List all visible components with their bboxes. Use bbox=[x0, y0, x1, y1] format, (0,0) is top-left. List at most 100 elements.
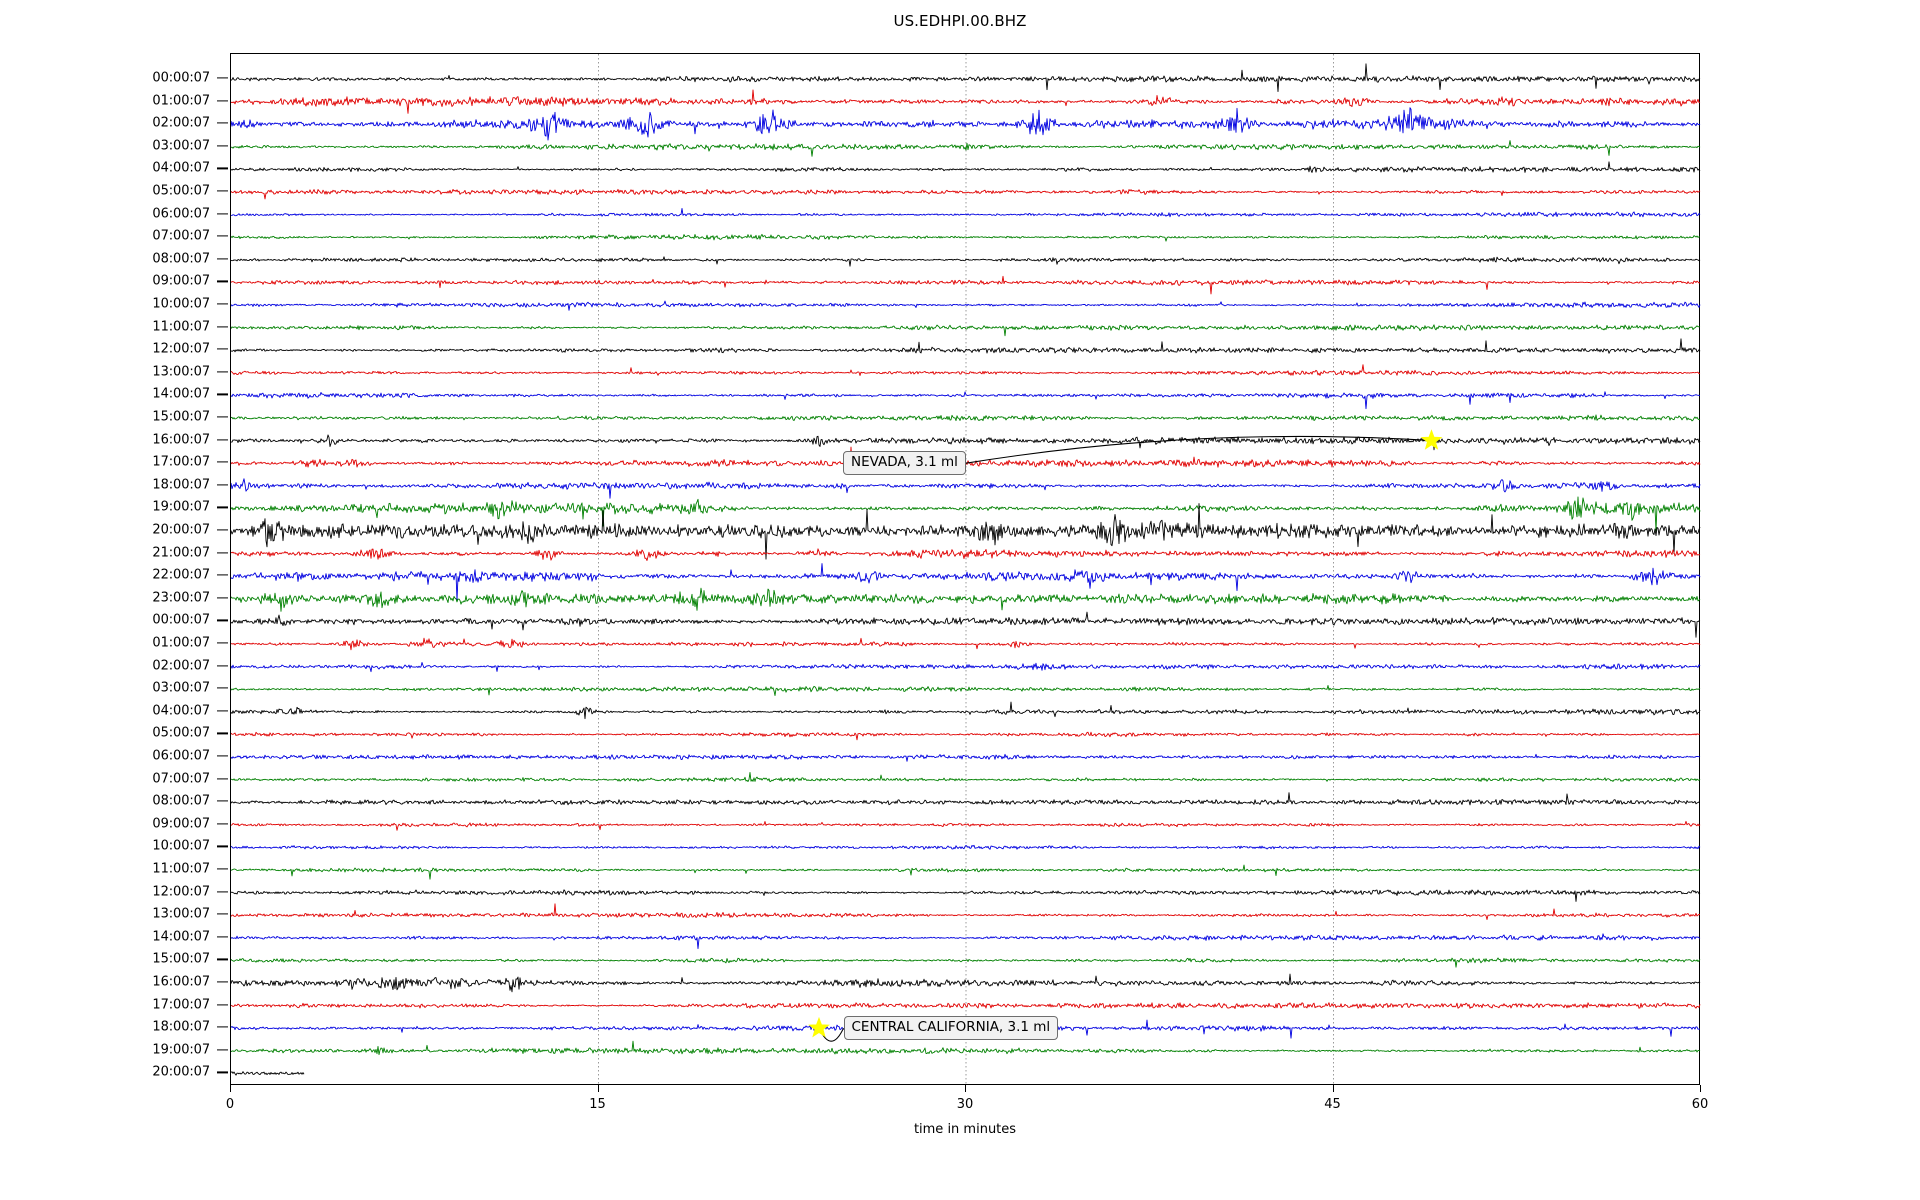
seismic-trace bbox=[231, 731, 1701, 741]
y-tick-mark bbox=[217, 778, 228, 780]
y-tick-mark bbox=[217, 1026, 228, 1028]
y-tick-label: 13:00:07 bbox=[152, 364, 210, 380]
plot-area: NEVADA, 3.1 ml CENTRAL CALIFORNIA, 3.1 ml bbox=[230, 53, 1701, 1086]
y-tick-mark bbox=[217, 619, 228, 621]
y-tick-label: 20:00:07 bbox=[152, 1064, 210, 1080]
y-tick-mark bbox=[217, 326, 228, 328]
y-tick-mark bbox=[217, 665, 228, 667]
y-tick-mark bbox=[217, 213, 228, 215]
y-tick-label: 03:00:07 bbox=[152, 138, 210, 154]
y-tick-label: 01:00:07 bbox=[152, 635, 210, 651]
y-tick-mark bbox=[217, 461, 228, 463]
y-tick-mark bbox=[217, 1049, 228, 1051]
seismic-trace bbox=[231, 662, 1701, 673]
x-tick-label: 30 bbox=[956, 1097, 974, 1112]
y-tick-label: 08:00:07 bbox=[152, 793, 210, 809]
y-tick-mark bbox=[217, 393, 228, 395]
seismic-trace bbox=[231, 792, 1701, 806]
seismic-trace bbox=[231, 364, 1701, 376]
y-tick-label: 12:00:07 bbox=[152, 884, 210, 900]
y-tick-label: 07:00:07 bbox=[152, 228, 210, 244]
y-tick-mark bbox=[217, 1071, 228, 1073]
x-tick-mark bbox=[1332, 1085, 1334, 1092]
y-tick-label: 18:00:07 bbox=[152, 477, 210, 493]
earthquake-annotation-label: CENTRAL CALIFORNIA, 3.1 ml bbox=[843, 1015, 1059, 1041]
y-tick-mark bbox=[217, 642, 228, 644]
y-tick-label: 02:00:07 bbox=[152, 115, 210, 131]
y-tick-mark bbox=[217, 258, 228, 260]
seismic-trace bbox=[231, 753, 1701, 762]
x-tick-label: 60 bbox=[1691, 1097, 1709, 1112]
seismic-trace bbox=[231, 434, 1701, 451]
y-tick-mark bbox=[217, 868, 228, 870]
seismic-trace bbox=[231, 587, 1701, 612]
y-tick-label: 14:00:07 bbox=[152, 929, 210, 945]
seismic-trace bbox=[231, 414, 1701, 422]
y-tick-label: 10:00:07 bbox=[152, 296, 210, 312]
y-tick-mark bbox=[217, 280, 228, 282]
y-tick-label: 11:00:07 bbox=[152, 319, 210, 335]
y-tick-label: 23:00:07 bbox=[152, 590, 210, 606]
earthquake-star-icon bbox=[808, 1016, 830, 1038]
annotation-leader-line bbox=[965, 435, 1432, 464]
y-tick-mark bbox=[217, 77, 228, 79]
y-tick-mark bbox=[217, 235, 228, 237]
seismic-trace bbox=[231, 324, 1701, 337]
seismic-trace bbox=[231, 637, 1701, 651]
seismic-trace bbox=[231, 685, 1701, 696]
y-tick-mark bbox=[217, 303, 228, 305]
y-tick-label: 16:00:07 bbox=[152, 432, 210, 448]
y-tick-label: 02:00:07 bbox=[152, 658, 210, 674]
seismic-trace bbox=[231, 300, 1701, 311]
y-tick-mark bbox=[217, 416, 228, 418]
x-tick-mark bbox=[965, 1085, 967, 1092]
seismic-trace bbox=[231, 772, 1701, 783]
seismic-trace bbox=[231, 503, 1701, 560]
seismic-trace bbox=[231, 548, 1701, 561]
seismic-trace bbox=[231, 256, 1701, 267]
y-tick-mark bbox=[217, 936, 228, 938]
y-tick-label: 00:00:07 bbox=[152, 612, 210, 628]
y-tick-label: 09:00:07 bbox=[152, 273, 210, 289]
x-tick-mark bbox=[1700, 1085, 1702, 1092]
earthquake-annotation-label: NEVADA, 3.1 ml bbox=[843, 450, 966, 476]
y-tick-mark bbox=[217, 823, 228, 825]
y-tick-mark bbox=[217, 190, 228, 192]
seismic-trace bbox=[231, 391, 1701, 410]
y-tick-mark bbox=[217, 913, 228, 915]
y-tick-mark bbox=[217, 845, 228, 847]
y-tick-label: 11:00:07 bbox=[152, 861, 210, 877]
x-tick-label: 45 bbox=[1324, 1097, 1341, 1112]
seismic-trace bbox=[231, 161, 1701, 173]
y-tick-mark bbox=[217, 891, 228, 893]
y-tick-mark bbox=[217, 167, 228, 169]
y-tick-label: 04:00:07 bbox=[152, 703, 210, 719]
x-tick-mark bbox=[597, 1085, 599, 1092]
y-tick-mark bbox=[217, 958, 228, 960]
seismic-trace bbox=[231, 107, 1701, 141]
y-tick-mark bbox=[217, 529, 228, 531]
y-tick-label: 10:00:07 bbox=[152, 838, 210, 854]
y-tick-label: 08:00:07 bbox=[152, 251, 210, 267]
y-tick-mark bbox=[217, 484, 228, 486]
seismic-trace bbox=[231, 1002, 1701, 1010]
y-tick-mark bbox=[217, 732, 228, 734]
y-tick-mark bbox=[217, 552, 228, 554]
y-tick-mark bbox=[217, 755, 228, 757]
x-axis-title: time in minutes bbox=[913, 1122, 1017, 1137]
y-tick-label: 05:00:07 bbox=[152, 183, 210, 199]
y-tick-mark bbox=[217, 710, 228, 712]
y-tick-label: 19:00:07 bbox=[152, 499, 210, 515]
seismic-trace bbox=[231, 563, 1701, 601]
y-tick-label: 14:00:07 bbox=[152, 386, 210, 402]
y-tick-mark bbox=[217, 348, 228, 350]
y-tick-label: 07:00:07 bbox=[152, 771, 210, 787]
seismic-trace bbox=[231, 207, 1701, 218]
y-tick-label: 13:00:07 bbox=[152, 906, 210, 922]
earthquake-star-icon bbox=[1420, 429, 1443, 450]
x-tick-label: 0 bbox=[225, 1097, 235, 1112]
y-tick-label: 03:00:07 bbox=[152, 680, 210, 696]
seismic-trace bbox=[231, 820, 1701, 831]
y-tick-mark bbox=[217, 1004, 228, 1006]
